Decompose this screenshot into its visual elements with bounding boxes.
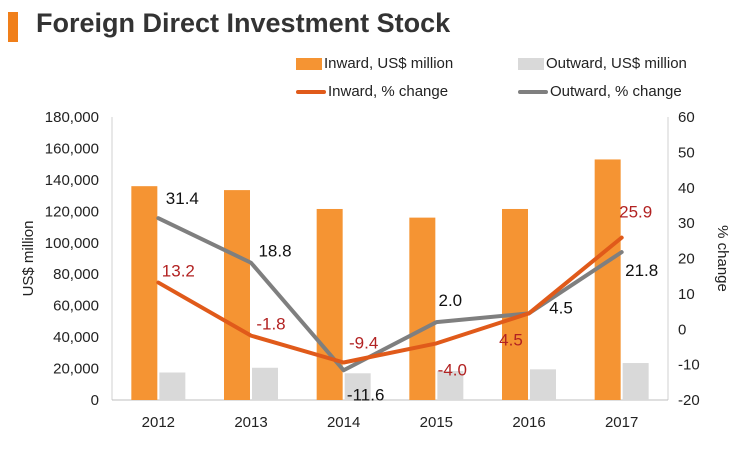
y-tick-label: 180,000 bbox=[45, 109, 99, 126]
x-tick-label: 2017 bbox=[605, 414, 638, 431]
y2-tick-label: 10 bbox=[678, 286, 695, 303]
y2-tick-label: 60 bbox=[678, 109, 695, 126]
y-tick-label: 140,000 bbox=[45, 172, 99, 189]
legend-inward-bar-swatch bbox=[296, 57, 322, 70]
legend-inward-line-label: Inward, % change bbox=[328, 83, 449, 100]
x-tick-label: 2013 bbox=[234, 414, 267, 431]
data-label-outward-pct: -11.6 bbox=[347, 385, 385, 404]
legend-outward-bar-label: Outward, US$ million bbox=[546, 55, 687, 72]
bars-group bbox=[131, 159, 649, 400]
data-label-inward-pct: -4.0 bbox=[438, 360, 467, 379]
bar-inward bbox=[131, 186, 158, 400]
y2-axis-title: % change bbox=[714, 225, 731, 292]
legend-outward-bar: Outward, US$ million bbox=[518, 55, 687, 72]
x-tick-label: 2014 bbox=[327, 414, 360, 431]
bar-inward bbox=[224, 190, 250, 400]
y-tick-label: 80,000 bbox=[53, 266, 99, 283]
legend-outward-line: Outward, % change bbox=[518, 83, 682, 100]
legend-inward-bar-label: Inward, US$ million bbox=[324, 55, 454, 72]
data-label-outward-pct: 21.8 bbox=[625, 261, 658, 280]
y-tick-label: 40,000 bbox=[53, 329, 99, 346]
y-tick-label: 120,000 bbox=[45, 203, 99, 220]
legend-outward-line-swatch bbox=[518, 89, 548, 94]
y2-tick-label: 0 bbox=[678, 321, 686, 338]
data-label-outward-pct: 18.8 bbox=[258, 242, 291, 261]
y-tick-label: 20,000 bbox=[53, 361, 99, 378]
lines-group bbox=[156, 216, 624, 373]
bar-inward bbox=[316, 208, 343, 400]
data-labels-group: 13.2 -1.8 -9.4 -4.0 4.5 25.9 31.4 18.8 -11.6 2.0 4… bbox=[162, 189, 658, 404]
y2-tick-label: -20 bbox=[678, 392, 700, 409]
line-inward-pct-change bbox=[156, 235, 624, 365]
legend-outward-bar-swatch bbox=[518, 57, 544, 70]
data-label-inward-pct: 4.5 bbox=[499, 330, 523, 349]
y2-tick-label: 20 bbox=[678, 251, 695, 268]
x-tick-label: 2012 bbox=[142, 414, 175, 431]
y2-tick-label: 30 bbox=[678, 215, 695, 232]
bar-inward bbox=[502, 208, 528, 400]
data-label-outward-pct: 4.5 bbox=[549, 298, 573, 317]
data-label-inward-pct: -9.4 bbox=[349, 334, 378, 353]
legend-outward-line-label: Outward, % change bbox=[550, 83, 682, 100]
legend-inward-line: Inward, % change bbox=[296, 83, 448, 100]
y-tick-label: 0 bbox=[91, 392, 99, 409]
bar-outward bbox=[530, 369, 556, 400]
y2-tick-label: 40 bbox=[678, 180, 695, 197]
y2-tick-label: -10 bbox=[678, 357, 700, 374]
x-tick-label: 2016 bbox=[512, 414, 545, 431]
data-label-outward-pct: 31.4 bbox=[166, 189, 199, 208]
y-axis-title: US$ million bbox=[20, 221, 37, 297]
bar-inward bbox=[409, 217, 436, 400]
bar-outward bbox=[437, 370, 464, 400]
axes-group: 0 20,000 40,000 60,000 80,000 100,000 120,000 1… bbox=[20, 109, 731, 431]
data-label-inward-pct: 25.9 bbox=[619, 203, 652, 222]
y2-tick-label: 50 bbox=[678, 144, 695, 161]
x-tick-label: 2015 bbox=[420, 414, 453, 431]
y-tick-label: 60,000 bbox=[53, 298, 99, 315]
title-accent-bar bbox=[8, 12, 18, 42]
bar-outward bbox=[159, 372, 186, 400]
legend-inward-line-swatch bbox=[296, 89, 326, 94]
y-tick-label: 100,000 bbox=[45, 235, 99, 252]
bar-inward bbox=[594, 159, 621, 400]
data-label-inward-pct: 13.2 bbox=[162, 262, 195, 281]
chart-title: Foreign Direct Investment Stock bbox=[36, 8, 451, 38]
data-label-inward-pct: -1.8 bbox=[256, 315, 285, 334]
bar-outward bbox=[252, 367, 278, 400]
data-label-outward-pct: 2.0 bbox=[439, 291, 463, 310]
y-tick-label: 160,000 bbox=[45, 140, 99, 157]
bar-outward bbox=[344, 373, 371, 400]
bar-outward bbox=[622, 363, 649, 400]
legend-inward-bar: Inward, US$ million bbox=[296, 55, 453, 72]
